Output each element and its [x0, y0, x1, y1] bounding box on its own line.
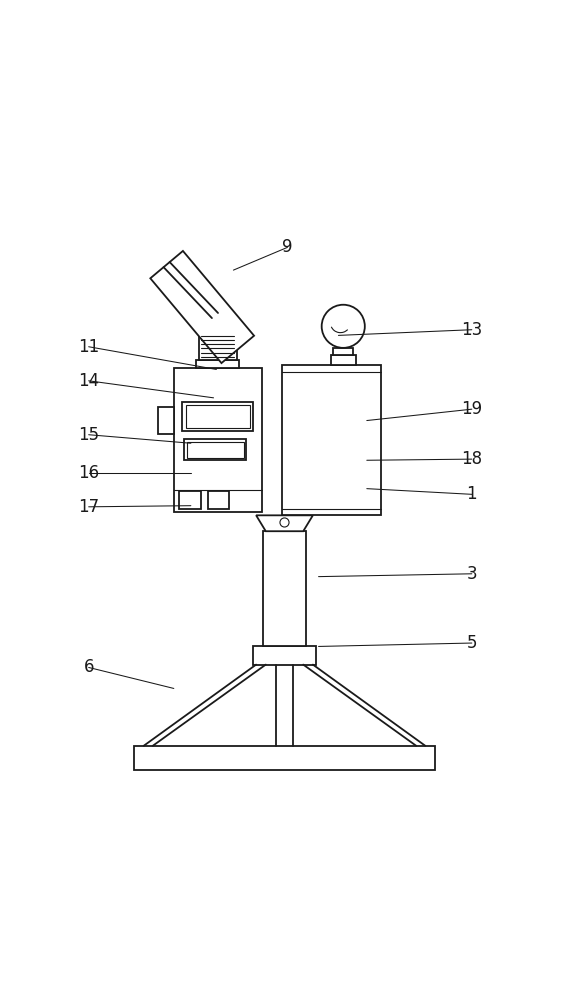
Text: 9: 9 [282, 238, 292, 256]
Bar [333, 348, 353, 355]
Text: 1: 1 [467, 485, 477, 503]
Circle shape [280, 518, 289, 527]
Bar [199, 330, 237, 360]
Text: 15: 15 [78, 426, 99, 444]
Text: 5: 5 [467, 634, 477, 652]
Bar [184, 439, 246, 460]
Bar [187, 442, 244, 458]
Circle shape [321, 305, 365, 348]
Bar [211, 316, 225, 323]
Text: 17: 17 [78, 498, 99, 516]
Text: 14: 14 [78, 372, 99, 390]
Bar [202, 323, 234, 330]
Text: 18: 18 [461, 450, 483, 468]
Bar [185, 405, 250, 428]
Text: 19: 19 [461, 400, 483, 418]
Bar [253, 646, 316, 665]
Bar [182, 402, 253, 431]
Bar [282, 365, 381, 515]
Polygon shape [150, 251, 254, 363]
Text: 3: 3 [467, 565, 477, 583]
Bar [263, 531, 306, 646]
Text: 11: 11 [78, 338, 100, 356]
Text: 16: 16 [78, 464, 99, 482]
Polygon shape [256, 515, 313, 531]
Bar [196, 360, 240, 368]
Text: 13: 13 [461, 321, 483, 339]
Bar [134, 746, 435, 770]
Bar [331, 355, 356, 365]
Bar [174, 368, 262, 512]
Text: 6: 6 [84, 658, 94, 676]
Bar [179, 491, 201, 509]
Bar [158, 407, 174, 434]
Bar [208, 491, 229, 509]
